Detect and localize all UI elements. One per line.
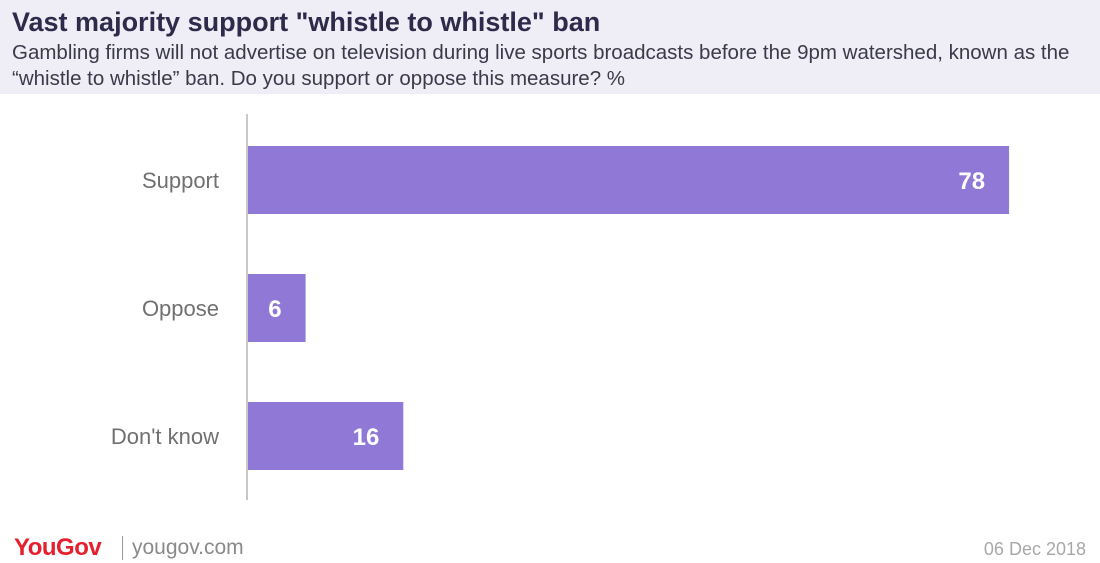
- category-label: Oppose: [142, 296, 219, 321]
- bar-chart: Support 78 Oppose 6 Don't know 16: [0, 94, 1100, 514]
- bar-don-t-know: [247, 402, 404, 470]
- chart-svg: Support 78 Oppose 6 Don't know 16: [111, 114, 1010, 500]
- category-label: Support: [142, 168, 219, 193]
- bar-oppose: [247, 274, 306, 342]
- footer-divider: [122, 536, 123, 560]
- data-label: 6: [268, 296, 281, 323]
- yougov-logo: YouGov: [14, 534, 102, 561]
- bar-support: [247, 146, 1010, 214]
- footer-date: 06 Dec 2018: [983, 539, 1086, 559]
- chart-title: Vast majority support "whistle to whistl…: [12, 7, 601, 37]
- data-label: 16: [353, 424, 380, 451]
- data-label: 78: [958, 168, 985, 195]
- category-label: Don't know: [111, 424, 219, 449]
- footer-url: yougov.com: [132, 536, 244, 559]
- header-panel: Vast majority support "whistle to whistl…: [0, 0, 1100, 94]
- chart-subtitle: Gambling firms will not advertise on tel…: [12, 41, 1070, 90]
